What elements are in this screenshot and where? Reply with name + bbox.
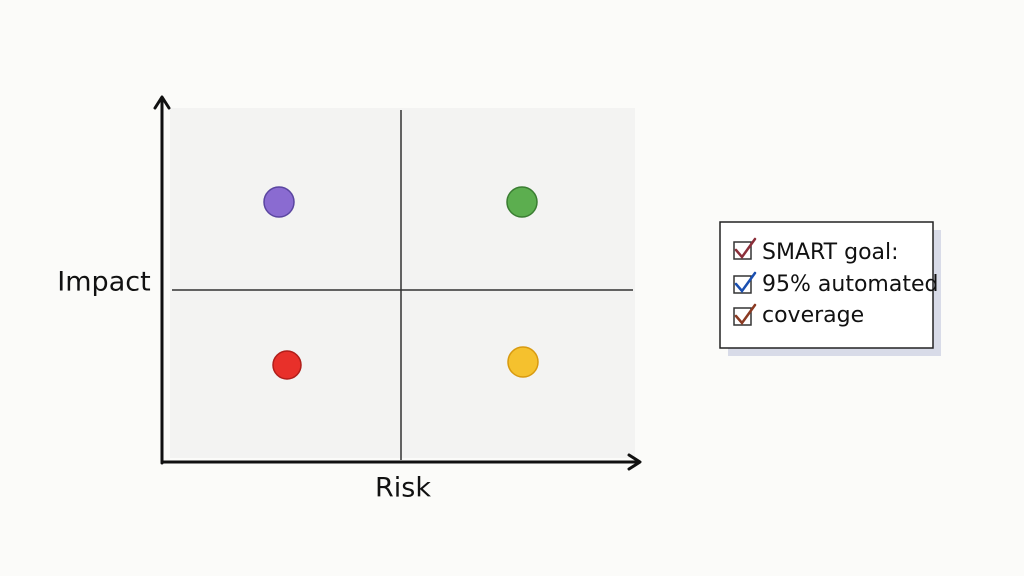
matrix-panel <box>170 108 635 458</box>
dot-green <box>506 186 538 218</box>
dot-purple <box>263 186 295 218</box>
checkbox <box>733 271 757 294</box>
y-axis-label: Impact <box>57 267 150 298</box>
note-box <box>719 221 934 349</box>
note-line: 95% automated <box>762 272 938 297</box>
x-axis-label: Risk <box>375 473 431 504</box>
dot-yellow <box>507 346 539 378</box>
checkbox <box>733 303 757 326</box>
x-axis-arrow <box>627 453 642 471</box>
y-axis-arrow <box>153 95 171 110</box>
note-line: SMART goal: <box>762 240 899 265</box>
checkbox <box>733 237 757 260</box>
note-line: coverage <box>762 303 864 328</box>
dot-red <box>272 350 302 380</box>
